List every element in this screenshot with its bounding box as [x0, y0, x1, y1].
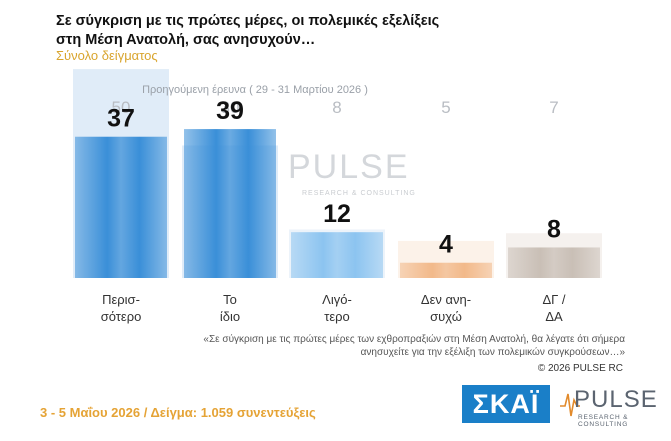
category-label-3: Δεν ανη-συχώ [401, 291, 491, 325]
chart-title: Σε σύγκριση με τις πρώτες μέρες, οι πολε… [56, 12, 456, 50]
category-label-1: Το ίδιο [185, 291, 275, 325]
pulse-logo: PULSE RESEARCH & CONSULTING [560, 386, 666, 428]
category-label-line: συχώ [430, 309, 462, 324]
category-label-0: Περισ-σότερο [76, 291, 166, 325]
category-label-line: τερο [324, 309, 350, 324]
previous-value-label-0: 50 [112, 98, 131, 117]
current-bar-3 [400, 262, 492, 278]
current-value-label-4: 8 [547, 215, 561, 243]
previous-survey-label: Προηγούμενη έρευνα ( 29 - 31 Μαρτίου 202… [142, 84, 368, 96]
pulse-logo-subtitle: RESEARCH & CONSULTING [578, 414, 629, 428]
category-label-line: σότερο [100, 309, 142, 324]
category-label-line: Το [223, 292, 237, 307]
pulse-watermark-subtitle: RESEARCH & CONSULTING [302, 190, 416, 197]
title-line-2: στη Μέση Ανατολή, σας ανησυχούν… [56, 32, 316, 48]
pulse-watermark: PULSE [288, 148, 410, 186]
chart-subtitle: Σύνολο δείγματος [56, 48, 158, 63]
pulse-logo-text: PULSE [574, 386, 658, 413]
skai-logo: ΣΚΑΪ [462, 385, 550, 423]
category-label-line: ΔΓ / [542, 292, 566, 307]
current-bar-4 [508, 247, 600, 278]
category-label-line: Δεν ανη- [420, 292, 472, 307]
question-footnote: «Σε σύγκριση με τις πρώτες μέρες των εχθ… [120, 333, 625, 359]
category-label-2: Λιγό-τερο [292, 291, 382, 325]
copyright: © 2026 PULSE RC [537, 363, 623, 374]
previous-value-label-1: 30 [221, 98, 240, 117]
pulse-wave-icon [560, 393, 580, 417]
previous-value-label-4: 7 [549, 98, 558, 117]
title-line-1: Σε σύγκριση με τις πρώτες μέρες, οι πολε… [56, 13, 440, 29]
category-label-4: ΔΓ / ΔΑ [509, 291, 599, 325]
category-label-line: ΔΑ [545, 309, 563, 324]
footnote-line-1: «Σε σύγκριση με τις πρώτες μέρες των εχθ… [203, 334, 625, 345]
category-label-line: Περισ- [102, 292, 140, 307]
current-bar-1 [184, 129, 276, 278]
category-label-line: Λιγό- [322, 292, 352, 307]
current-bar-0 [75, 136, 167, 278]
current-value-label-2: 12 [323, 200, 351, 228]
previous-value-label-2: 8 [332, 98, 341, 117]
current-bar-2 [291, 232, 383, 278]
current-value-label-0: 37 [107, 105, 135, 133]
footnote-line-2: ανησυχείτε για την εξέλιξη των πολεμικών… [360, 347, 625, 358]
fieldwork-info: 3 - 5 Μαΐου 2026 / Δείγμα: 1.059 συνεντε… [40, 405, 316, 420]
category-label-line: ίδιο [219, 309, 241, 324]
current-value-label-1: 39 [216, 97, 244, 125]
current-value-label-3: 4 [439, 231, 453, 259]
previous-value-label-3: 5 [441, 98, 450, 117]
